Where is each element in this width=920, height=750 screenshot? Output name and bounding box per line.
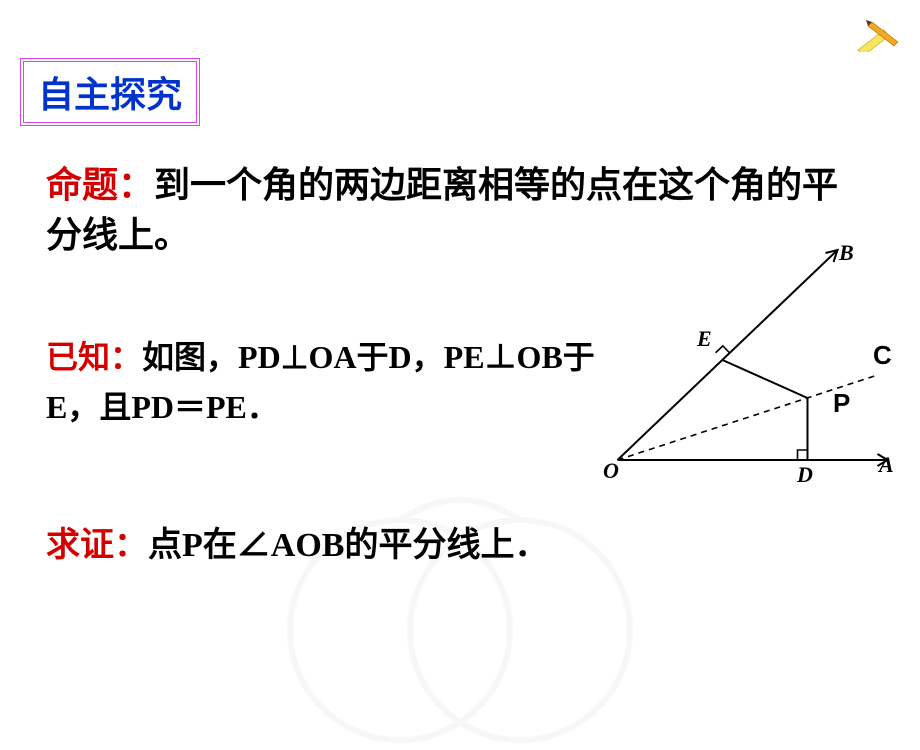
section-label: 自主探究: [20, 58, 200, 126]
known-text: 已知：如图，PD⊥OA于D，PE⊥OB于E，且PD＝PE．: [46, 333, 606, 432]
prove-text: 求证：点P在∠AOB的平分线上．: [46, 522, 746, 570]
geometry-diagram: O A B D E C P: [595, 240, 900, 480]
prove-body: 点P在∠AOB的平分线上．: [148, 527, 548, 564]
pencil-ruler-icon: [856, 20, 900, 52]
known-label: 已知：: [46, 339, 142, 375]
diagram-label-O: O: [603, 458, 619, 484]
diagram-label-P: P: [833, 388, 850, 419]
diagram-label-E: E: [697, 326, 712, 352]
watermark: [280, 470, 640, 750]
diagram-label-A: A: [879, 452, 894, 478]
diagram-label-B: B: [839, 240, 854, 266]
theorem-label: 命题：: [46, 165, 154, 205]
prove-label: 求证：: [46, 527, 148, 564]
diagram-label-D: D: [797, 462, 813, 488]
diagram-label-C: C: [873, 340, 892, 371]
